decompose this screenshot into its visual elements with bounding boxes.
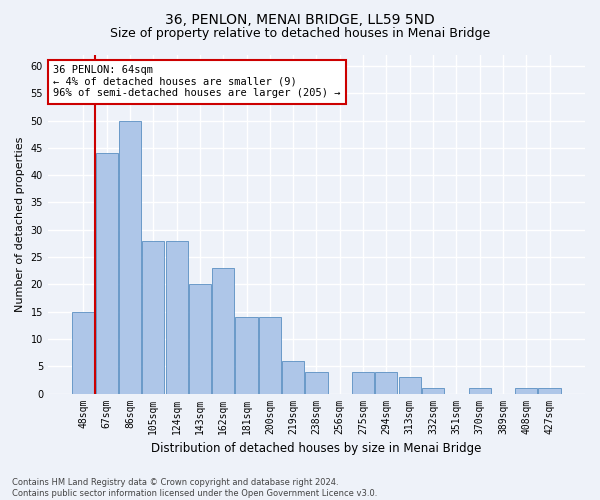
Bar <box>282 361 304 394</box>
Text: 36, PENLON, MENAI BRIDGE, LL59 5ND: 36, PENLON, MENAI BRIDGE, LL59 5ND <box>165 12 435 26</box>
Bar <box>259 317 281 394</box>
Bar <box>166 240 188 394</box>
Bar <box>352 372 374 394</box>
Bar <box>95 154 118 394</box>
Bar <box>73 312 94 394</box>
Y-axis label: Number of detached properties: Number of detached properties <box>15 136 25 312</box>
Text: Contains HM Land Registry data © Crown copyright and database right 2024.
Contai: Contains HM Land Registry data © Crown c… <box>12 478 377 498</box>
Bar <box>142 240 164 394</box>
Bar <box>538 388 560 394</box>
Bar <box>119 120 141 394</box>
Bar <box>189 284 211 394</box>
Text: 36 PENLON: 64sqm
← 4% of detached houses are smaller (9)
96% of semi-detached ho: 36 PENLON: 64sqm ← 4% of detached houses… <box>53 65 341 98</box>
Bar <box>469 388 491 394</box>
Bar <box>212 268 235 394</box>
Bar <box>398 377 421 394</box>
Bar <box>305 372 328 394</box>
Bar <box>422 388 444 394</box>
X-axis label: Distribution of detached houses by size in Menai Bridge: Distribution of detached houses by size … <box>151 442 482 455</box>
Bar <box>376 372 397 394</box>
Bar <box>515 388 537 394</box>
Text: Size of property relative to detached houses in Menai Bridge: Size of property relative to detached ho… <box>110 28 490 40</box>
Bar <box>235 317 257 394</box>
